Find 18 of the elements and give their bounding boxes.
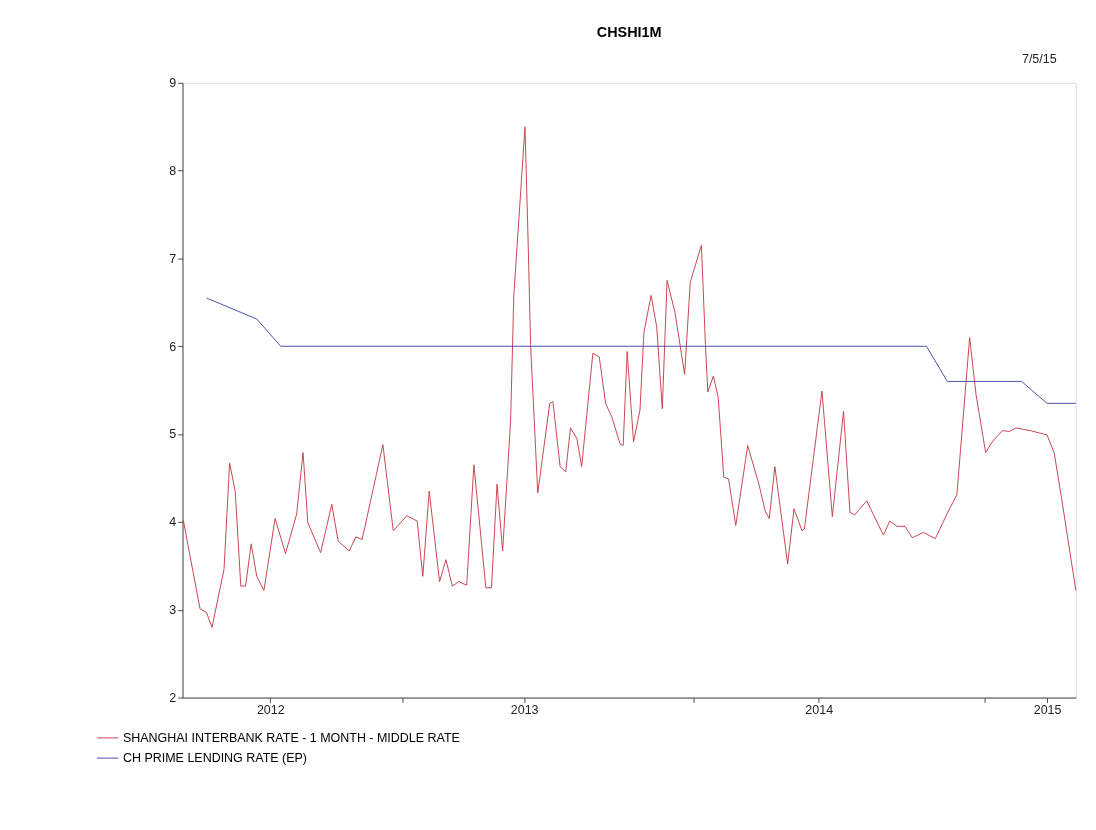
legend-label: SHANGHAI INTERBANK RATE - 1 MONTH - MIDDLE RATE — [122, 730, 460, 745]
x-tick-label: 2015 — [1033, 703, 1062, 718]
y-tick-label: 2 — [169, 690, 177, 705]
y-tick-label: 5 — [169, 427, 177, 442]
line-series — [205, 297, 1077, 404]
chart-title: CHSHI1M — [596, 23, 662, 40]
y-tick-label: 7 — [169, 251, 177, 266]
y-tick-label: 6 — [169, 339, 177, 354]
y-tick-label: 4 — [169, 515, 177, 530]
legend-label: CH PRIME LENDING RATE (EP) — [122, 750, 308, 765]
y-tick-label: 3 — [169, 603, 177, 618]
y-tick-label: 8 — [169, 163, 177, 178]
text: 7/5/15 — [1021, 51, 1057, 66]
x-tick-label: 2014 — [805, 703, 834, 718]
x-tick-label: 2012 — [256, 703, 285, 718]
x-tick-label: 2013 — [510, 703, 539, 718]
line-series — [182, 126, 1077, 628]
y-tick-label: 9 — [169, 76, 177, 91]
